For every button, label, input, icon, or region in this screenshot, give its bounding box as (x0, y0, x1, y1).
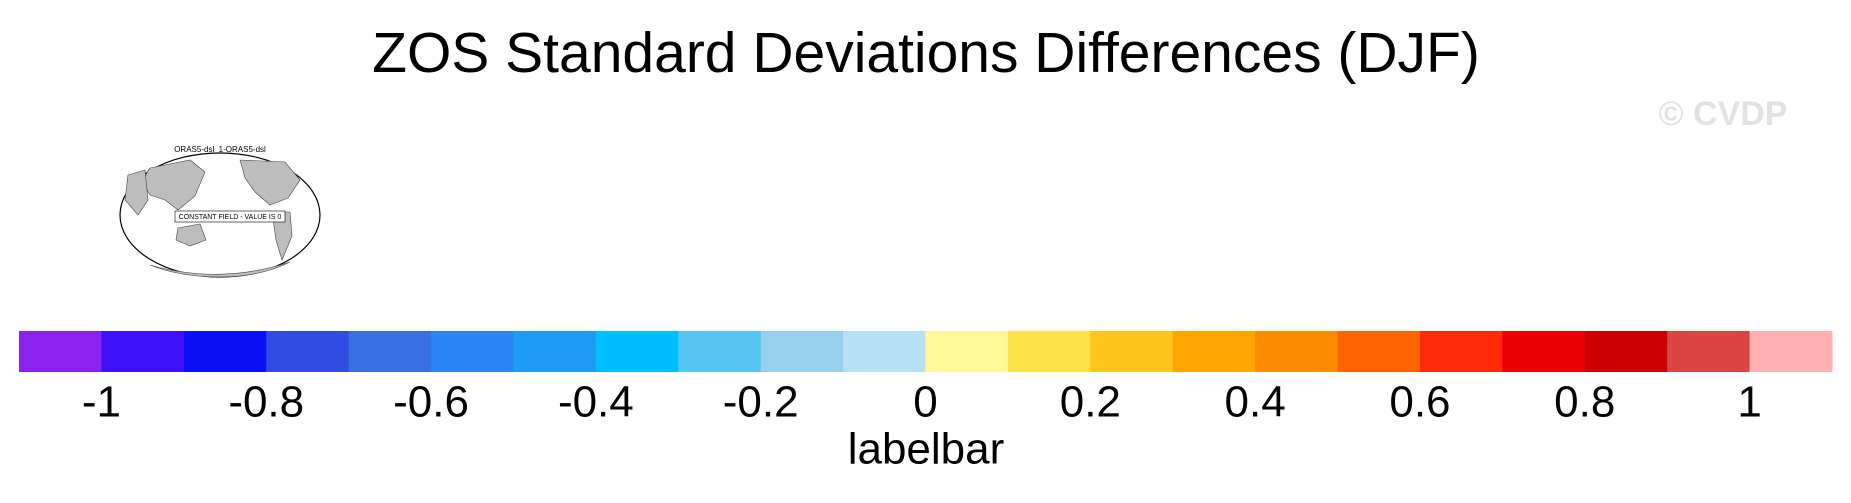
colorbar-box (1007, 331, 1091, 372)
colorbar-box (1090, 331, 1174, 372)
colorbar-box (760, 331, 844, 372)
colorbar-label: labelbar (848, 425, 1005, 474)
note-box (174, 210, 286, 223)
tick-label: -0.8 (228, 378, 304, 427)
colorbar-box (266, 331, 350, 372)
colorbar-box (19, 331, 102, 372)
colorbar-box (925, 331, 1009, 372)
colorbar-box (101, 331, 185, 372)
tick-label: -0.6 (393, 378, 469, 427)
tick-label: -1 (82, 378, 121, 427)
colorbar-box (595, 331, 679, 372)
map-panel: ORAS5-dsl_1-ORAS5-dsl CONSTANT FIELD - V… (119, 145, 321, 278)
tick-label: 0.2 (1060, 378, 1121, 427)
colorbar-box (1502, 331, 1586, 372)
tick-label: -0.4 (558, 378, 634, 427)
colorbar-box (1255, 331, 1339, 372)
tick-label: -0.2 (723, 378, 799, 427)
colorbar-box (1667, 331, 1751, 372)
colorbar-box (348, 331, 432, 372)
tick-label: 1 (1737, 378, 1761, 427)
colorbar-box (513, 331, 597, 372)
tick-label: 0.4 (1225, 378, 1286, 427)
colorbar-box (1419, 331, 1503, 372)
map-title: ORAS5-dsl_1-ORAS5-dsl (174, 145, 266, 154)
tick-label: 0 (913, 378, 937, 427)
title: ZOS Standard Deviations Differences (DJF… (372, 21, 1480, 85)
colorbar-box (431, 331, 514, 372)
watermark: © CVDP (1659, 95, 1788, 133)
colorbar-box (1337, 331, 1421, 372)
colorbar-box (1749, 331, 1833, 372)
tick-label: 0.6 (1389, 378, 1450, 427)
colorbar-box (678, 331, 762, 372)
colorbar-box (183, 331, 267, 372)
continents (124, 159, 301, 278)
colorbar-box (843, 331, 926, 372)
colorbar-box (1584, 331, 1668, 372)
tick-label: 0.8 (1554, 378, 1615, 427)
map-note: CONSTANT FIELD - VALUE IS 0 (179, 214, 282, 221)
colorbar-box (1172, 331, 1256, 372)
